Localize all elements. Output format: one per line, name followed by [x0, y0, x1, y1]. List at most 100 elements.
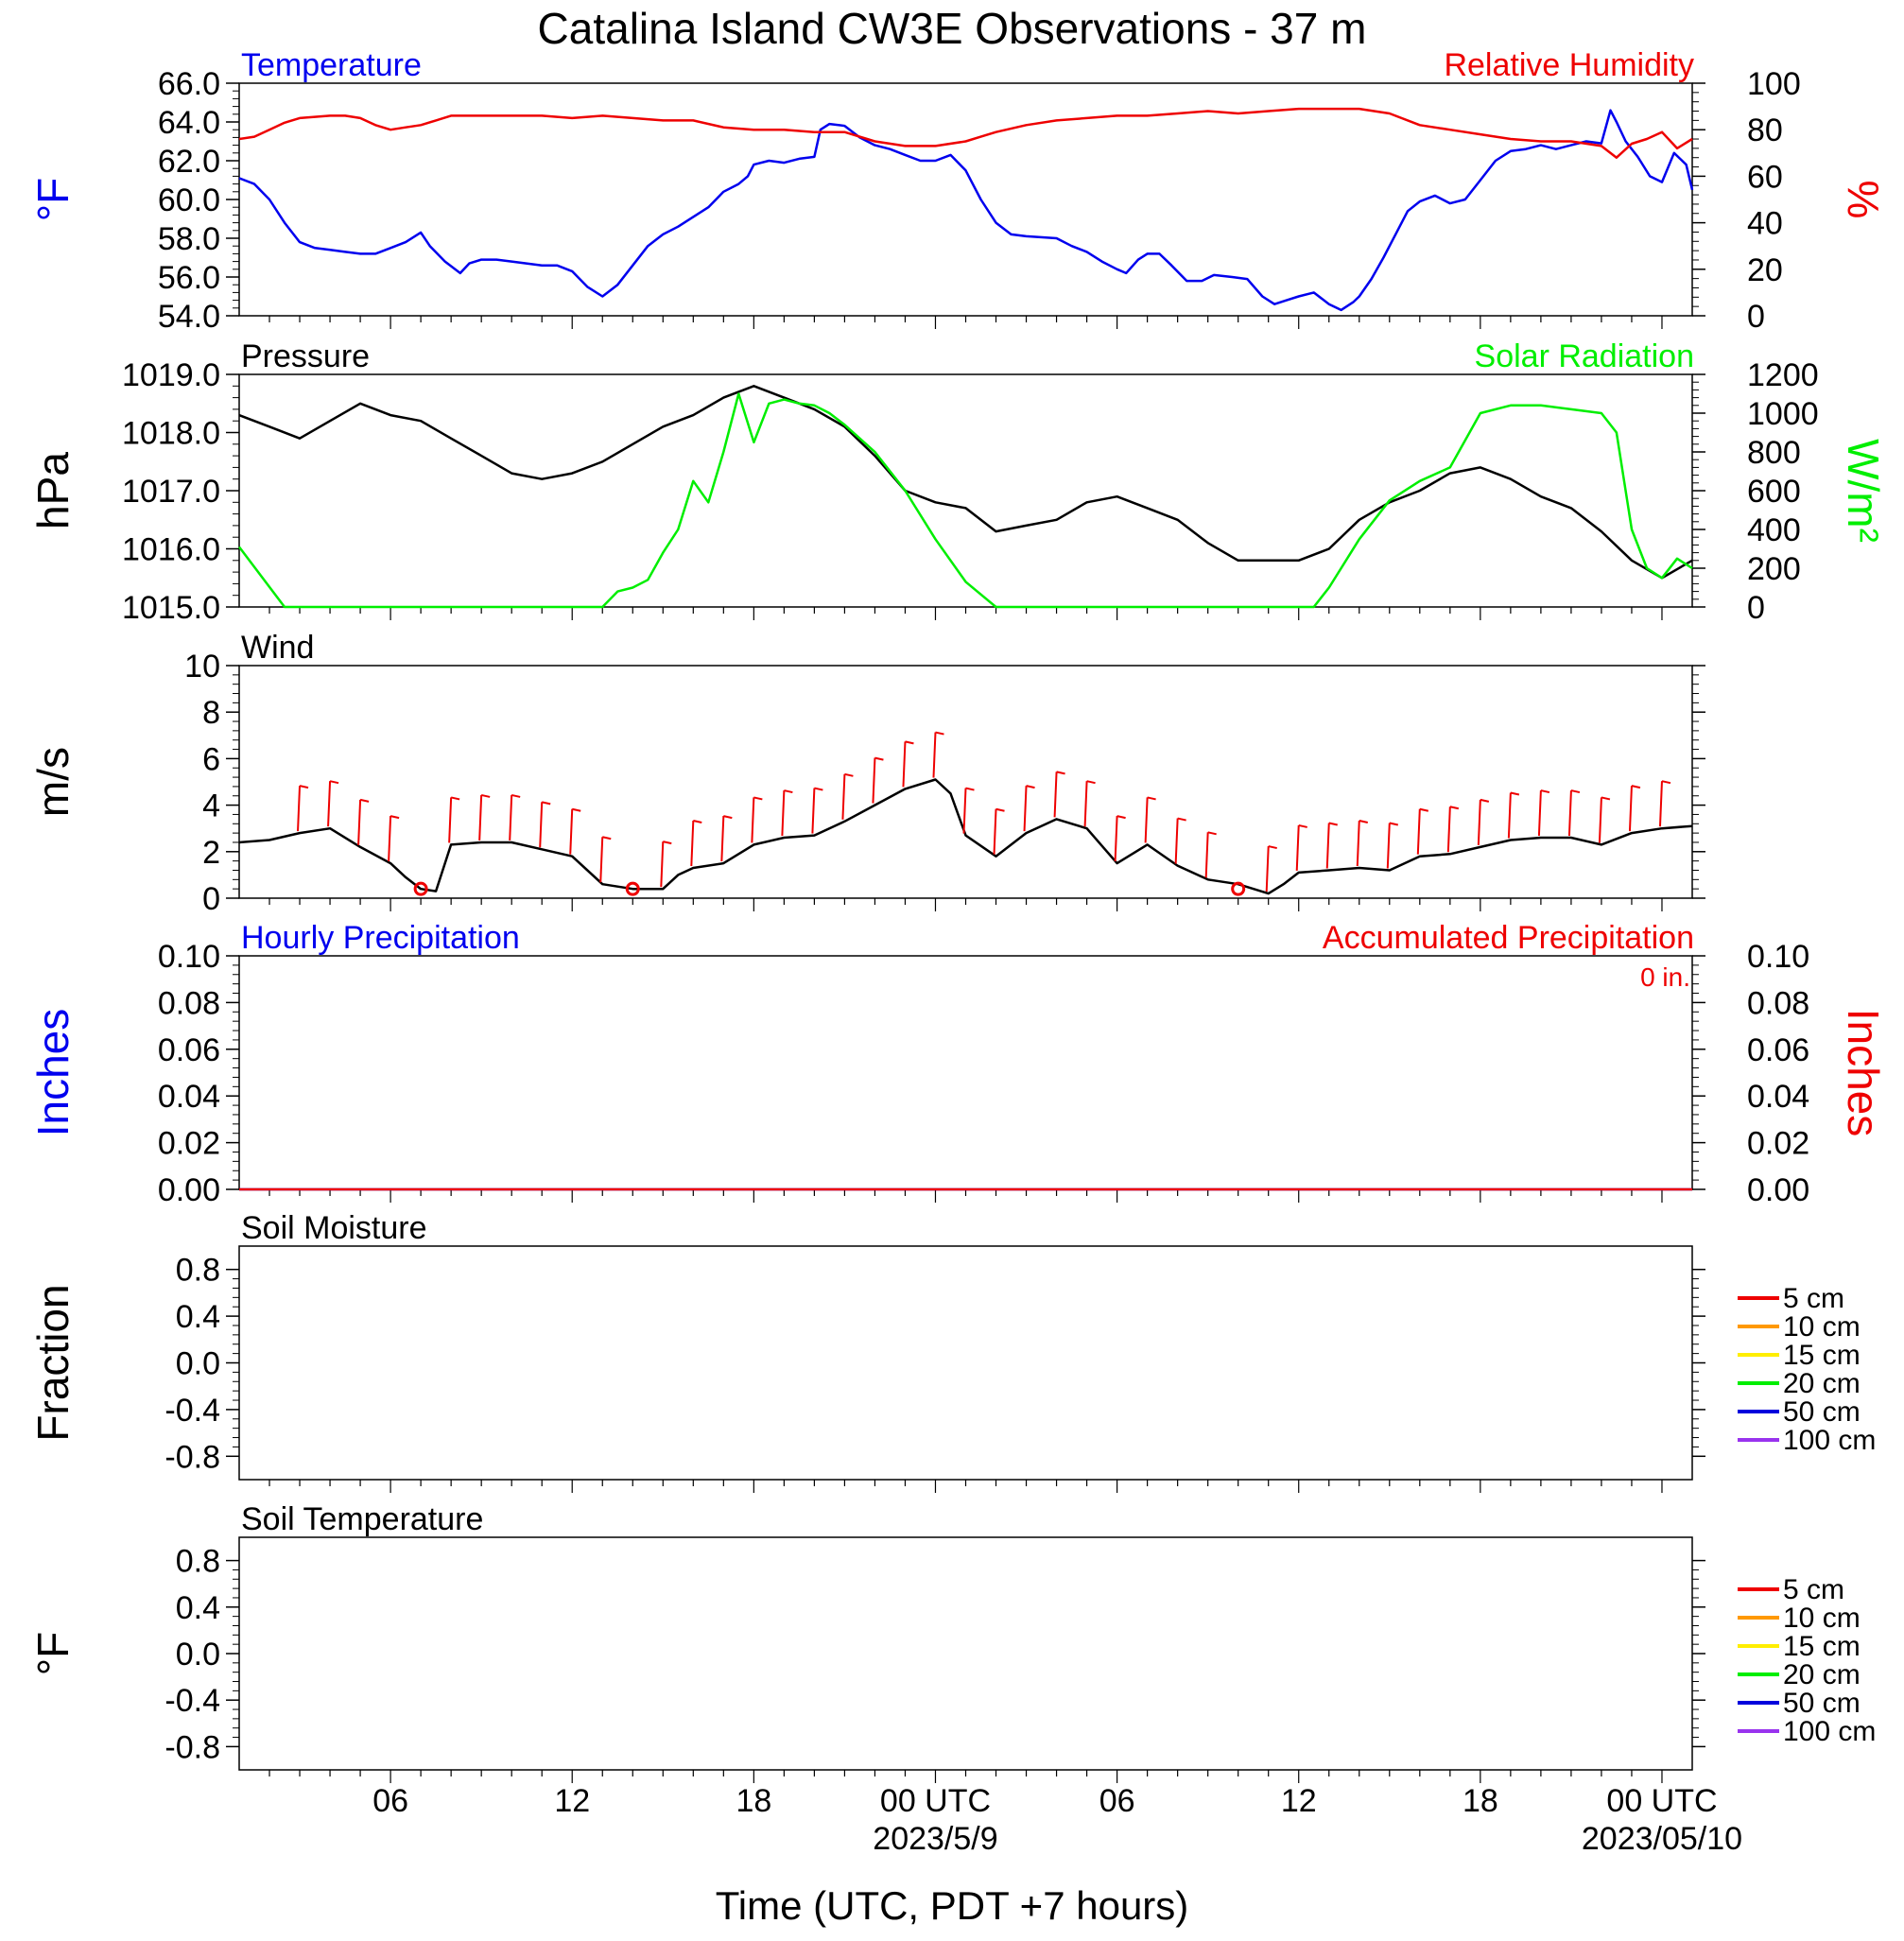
y-axis-label-right: % — [1839, 181, 1888, 219]
panel-precipitation: Hourly Precipitation Accumulated Precipit… — [28, 920, 1888, 1208]
wind-barb — [569, 808, 574, 855]
x-tick-label: 18 — [1463, 1783, 1498, 1819]
y-tick-label-right: 0.00 — [1747, 1172, 1809, 1208]
wind-barb — [993, 808, 997, 855]
y-tick-label-left: 0.02 — [158, 1126, 220, 1162]
calm-wind-circle — [1231, 881, 1246, 896]
y-tick-label-left: 54.0 — [158, 299, 220, 335]
wind-barb — [1265, 846, 1270, 893]
wind-barb-flag — [1116, 815, 1126, 820]
y-tick-label-left: 64.0 — [158, 105, 220, 141]
panel-frame — [238, 82, 1693, 317]
legend-label: 15 cm — [1783, 1340, 1861, 1371]
wind-barb — [720, 816, 725, 862]
wind-barb-flag — [1601, 796, 1611, 801]
wind-barb-flag — [541, 801, 551, 806]
y-tick-label-left: 0.8 — [176, 1544, 220, 1580]
series-line-relative-humidity — [238, 107, 1693, 159]
wind-barb — [327, 781, 332, 827]
wind-barb-flag — [874, 756, 884, 761]
wind-barb-flag — [389, 815, 400, 820]
panel-title-right: Relative Humidity — [1444, 47, 1694, 83]
x-date-label: 2023/05/10 — [1582, 1821, 1742, 1857]
wind-barb — [781, 789, 786, 837]
wind-barb — [1174, 818, 1179, 864]
wind-barb-flag — [1570, 789, 1581, 794]
y-tick-label-left: 0.8 — [176, 1253, 220, 1289]
wind-barb-flag — [511, 793, 521, 798]
wind-barb-flag — [602, 836, 612, 841]
y-tick-label-left: -0.4 — [164, 1683, 220, 1719]
panel-pressure-solar: Pressure Solar Radiation 1019.0 1018.0 1017.… — [28, 338, 1888, 626]
wind-barb — [660, 841, 665, 888]
y-axis-label-left: °F — [28, 1632, 78, 1676]
y-tick-label-left: 58.0 — [158, 221, 220, 257]
y-tick-label-left: 10 — [184, 649, 220, 685]
y-tick-label-left: 0.4 — [176, 1590, 220, 1626]
panel-title-left: Soil Moisture — [241, 1210, 427, 1246]
wind-barb — [1507, 792, 1512, 839]
x-date-label: 2023/5/9 — [873, 1821, 997, 1857]
wind-barb — [1356, 820, 1360, 867]
y-axis-label-right: Inches — [1839, 1009, 1888, 1137]
panel-title-left: Temperature — [241, 47, 422, 83]
y-tick-label-right: 0.10 — [1747, 939, 1809, 975]
wind-barb-flag — [753, 796, 763, 801]
figure-title: Catalina Island CW3E Observations - 37 m — [538, 4, 1367, 53]
legend-label: 10 cm — [1783, 1603, 1861, 1634]
wind-barb — [599, 837, 604, 883]
wind-barb-flag — [663, 841, 672, 845]
accumulation-annotation: 0 in. — [1640, 962, 1690, 992]
x-tick-label: 06 — [1099, 1783, 1135, 1819]
wind-barb-flag — [299, 785, 309, 789]
y-tick-label-left: 0.06 — [158, 1032, 220, 1068]
legend-label: 5 cm — [1783, 1574, 1844, 1605]
wind-barb-flag — [450, 796, 460, 801]
wind-barb-flag — [1207, 831, 1217, 836]
y-tick-label-left: 1018.0 — [122, 416, 220, 452]
y-tick-label-left: 56.0 — [158, 260, 220, 296]
wind-barb-flag — [1328, 822, 1338, 826]
wind-barb — [811, 788, 816, 834]
y-tick-label-left: -0.8 — [164, 1439, 220, 1475]
calm-wind-circle — [625, 881, 640, 896]
wind-barb-flag — [693, 820, 702, 823]
panel-frame — [238, 665, 1693, 899]
wind-barb — [1446, 806, 1451, 853]
panel-title-left: Wind — [241, 630, 314, 666]
wind-barb-flag — [1086, 780, 1096, 785]
wind-barb — [297, 786, 302, 832]
panel-soil-moisture: Soil Moisture 0.8 0.4 0.0 -0.4 -0.8 Fraction 5 … — [28, 1210, 1876, 1493]
y-tick-label-right: 100 — [1747, 66, 1801, 102]
y-tick-label-right: 1000 — [1747, 396, 1819, 432]
wind-barb — [1023, 786, 1028, 832]
wind-barb-flag — [784, 789, 793, 794]
wind-barb — [1598, 797, 1602, 843]
wind-barb — [1537, 789, 1542, 837]
y-tick-label-left: 0.0 — [176, 1346, 220, 1382]
y-tick-label-left: 66.0 — [158, 66, 220, 102]
y-tick-label-left: -0.4 — [164, 1393, 220, 1429]
y-tick-label-right: 1200 — [1747, 357, 1819, 393]
wind-barb-flag — [1268, 845, 1277, 850]
wind-barb — [751, 797, 755, 843]
wind-barb-flag — [1147, 796, 1156, 801]
wind-barb — [1204, 832, 1209, 878]
wind-barb-flag — [1661, 780, 1671, 785]
y-tick-label-left: 0.10 — [158, 939, 220, 975]
panel-frame — [238, 1245, 1693, 1481]
wind-barb-flag — [329, 780, 339, 785]
wind-barb — [1567, 789, 1572, 837]
wind-barb-flag — [995, 807, 1005, 812]
y-axis-label-left: Fraction — [28, 1284, 78, 1441]
y-tick-label-right: 20 — [1747, 252, 1783, 288]
panel-wind: Wind 10 8 6 4 2 0 m/s — [28, 630, 1705, 917]
x-axis-label: Time (UTC, PDT +7 hours) — [716, 1883, 1189, 1928]
wind-barb — [1295, 824, 1300, 871]
wind-barb — [1144, 797, 1149, 843]
wind-barb — [478, 794, 483, 841]
y-tick-label-right: 40 — [1747, 206, 1783, 242]
wind-barb-flag — [844, 772, 854, 777]
wind-barb — [841, 773, 846, 820]
